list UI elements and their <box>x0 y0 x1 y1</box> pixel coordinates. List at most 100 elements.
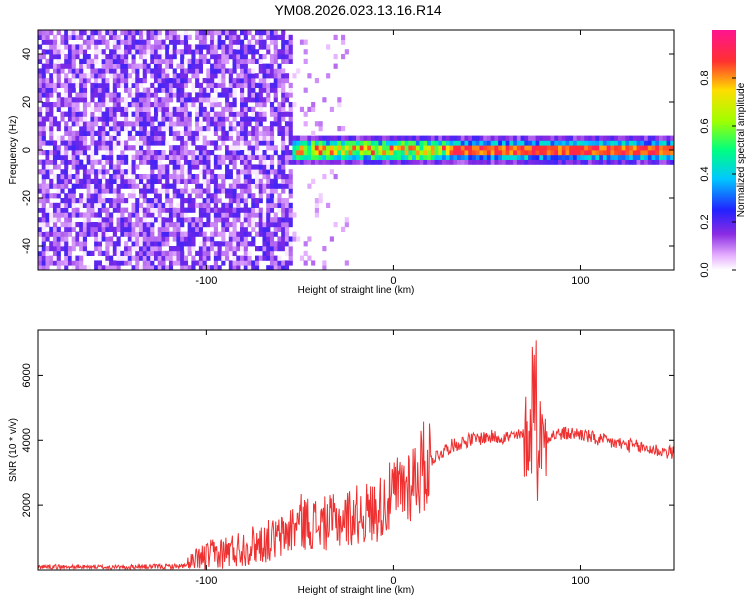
heatmap-cell <box>247 73 252 79</box>
heatmap-cell <box>86 193 91 199</box>
heatmap-cell <box>150 246 155 252</box>
heatmap-cell <box>572 154 578 160</box>
heatmap-cell <box>105 241 110 247</box>
heatmap-cell <box>269 140 275 146</box>
heatmap-cell <box>374 145 379 151</box>
heatmap-cell <box>79 49 84 55</box>
heatmap-cell <box>131 246 136 252</box>
heatmap-cell <box>513 145 518 151</box>
heatmap-cell <box>475 150 480 156</box>
heatmap-cell <box>97 49 102 55</box>
heatmap-cell <box>240 73 245 79</box>
heatmap-cell <box>236 121 241 127</box>
heatmap-cell <box>625 135 630 141</box>
heatmap-cell <box>202 188 207 194</box>
heatmap-cell <box>198 250 204 256</box>
heatmap-cell <box>71 193 76 199</box>
heatmap-cell <box>60 111 65 117</box>
heatmap-cell <box>359 150 364 156</box>
heatmap-cell <box>240 207 245 213</box>
heatmap-cell <box>153 130 159 136</box>
heatmap-cell <box>655 154 660 160</box>
heatmap-cell <box>281 106 286 112</box>
heatmap-cell <box>120 78 125 84</box>
heatmap-cell <box>161 188 166 194</box>
heatmap-cell <box>157 159 162 165</box>
heatmap-cell <box>180 92 185 98</box>
heatmap-cell <box>273 54 278 60</box>
heatmap-cell <box>168 255 174 261</box>
heatmap-cell <box>307 140 312 146</box>
heatmap-cell <box>183 135 189 141</box>
heatmap-cell <box>225 87 230 93</box>
heatmap-cell <box>45 68 50 74</box>
heatmap-cell <box>75 265 80 270</box>
heatmap-cell <box>67 68 73 74</box>
heatmap-cell <box>105 159 110 165</box>
heatmap-cell <box>284 246 290 252</box>
heatmap-cell <box>569 135 574 141</box>
heatmap-cell <box>629 140 634 146</box>
heatmap-cell <box>213 231 218 237</box>
heatmap-cell <box>543 135 548 141</box>
heatmap-cell <box>161 183 166 189</box>
heatmap-cell <box>236 193 241 199</box>
heatmap-cell <box>97 97 102 103</box>
heatmap-cell <box>206 150 211 156</box>
heatmap-cell <box>139 121 144 127</box>
heatmap-cell <box>213 246 218 252</box>
heatmap-cell <box>146 226 151 232</box>
heatmap-cell <box>258 231 263 237</box>
heatmap-cell <box>120 193 125 199</box>
heatmap-cell <box>284 212 290 218</box>
heatmap-cell <box>281 188 286 194</box>
heatmap-cell <box>109 126 114 132</box>
heatmap-cell <box>251 178 256 184</box>
heatmap-cell <box>86 226 91 232</box>
heatmap-cell <box>153 49 159 55</box>
heatmap-cell <box>225 102 230 108</box>
heatmap-cell <box>528 140 533 146</box>
heatmap-cell <box>139 116 144 122</box>
heatmap-cell <box>520 150 525 156</box>
heatmap-cell <box>41 260 46 266</box>
heatmap-cell <box>240 159 245 165</box>
heatmap-cell <box>359 145 364 151</box>
heatmap-cell <box>419 135 424 141</box>
heatmap-cell <box>258 183 263 189</box>
heatmap-cell <box>116 54 121 60</box>
heatmap-cell <box>206 97 211 103</box>
heatmap-cell <box>258 97 263 103</box>
heatmap-cell <box>79 222 84 228</box>
heatmap-cell <box>247 39 252 45</box>
heatmap-cell <box>337 97 342 103</box>
heatmap-cell <box>135 198 140 204</box>
heatmap-cell <box>258 54 263 60</box>
heatmap-cell <box>131 126 136 132</box>
heatmap-cell <box>284 92 290 98</box>
heatmap-cell <box>142 250 147 256</box>
heatmap-cell <box>142 140 147 146</box>
heatmap-cell <box>90 39 95 45</box>
heatmap-cell <box>303 39 308 45</box>
heatmap-cell <box>52 121 58 127</box>
heatmap-cell <box>382 154 387 160</box>
heatmap-cell <box>75 169 80 175</box>
heatmap-cell <box>281 236 286 242</box>
heatmap-cell <box>273 34 278 40</box>
heatmap-cell <box>561 159 566 165</box>
heatmap-cell <box>232 198 237 204</box>
heatmap-cell <box>202 164 207 170</box>
heatmap-cell <box>625 145 630 151</box>
heatmap-cell <box>277 34 282 40</box>
heatmap-cell <box>251 183 256 189</box>
heatmap-cell <box>254 231 260 237</box>
heatmap-cell <box>90 169 95 175</box>
heatmap-cell <box>172 260 177 266</box>
heatmap-cell <box>124 68 129 74</box>
heatmap-cell <box>198 130 204 136</box>
heatmap-cell <box>153 217 159 223</box>
heatmap-cell <box>352 154 357 160</box>
heatmap-cell <box>281 159 286 165</box>
heatmap-cell <box>284 130 290 136</box>
